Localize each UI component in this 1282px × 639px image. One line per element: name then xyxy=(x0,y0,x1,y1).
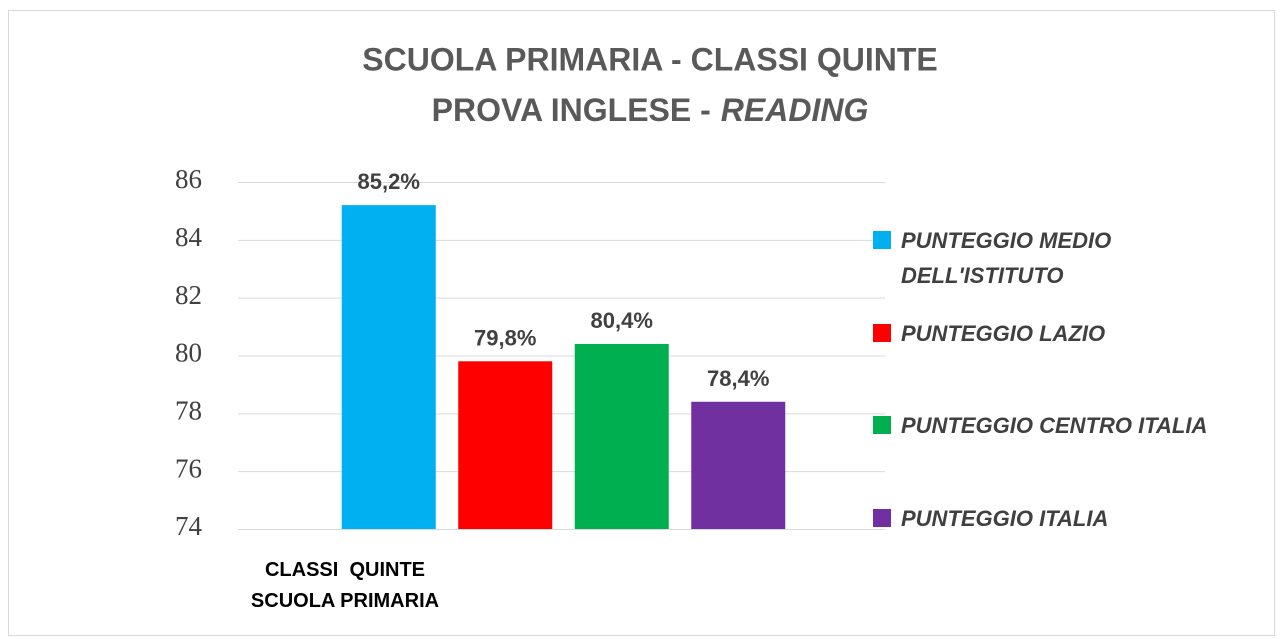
bar xyxy=(458,361,553,529)
bar xyxy=(574,343,669,529)
x-tick-label: CLASSI QUINTE SCUOLA PRIMARIA xyxy=(250,559,440,612)
y-tick-label: 78 xyxy=(175,396,202,426)
legend-item: PUNTEGGIO CENTRO ITALIA xyxy=(873,411,1273,443)
chart-title: SCUOLA PRIMARIA - CLASSI QUINTE xyxy=(362,41,937,77)
legend-swatch xyxy=(873,416,891,434)
chart-subtitle: PROVA INGLESE - READING xyxy=(432,92,869,128)
value-label: 78,4% xyxy=(707,366,769,391)
y-tick-label: 76 xyxy=(175,453,202,483)
legend-label: PUNTEGGIO ITALIA xyxy=(901,505,1109,531)
value-label: 79,8% xyxy=(474,325,536,350)
bar xyxy=(341,205,436,529)
y-tick-label: 80 xyxy=(175,338,202,368)
y-tick-label: 82 xyxy=(175,280,202,310)
subtitle-part: PROVA INGLESE - xyxy=(432,92,711,128)
y-tick-label: 74 xyxy=(175,511,203,541)
legend-item: PUNTEGGIO LAZIO xyxy=(873,319,1273,351)
value-label: 80,4% xyxy=(591,308,653,333)
subtitle-part: READING xyxy=(721,92,869,128)
legend-label: PUNTEGGIO LAZIO xyxy=(901,320,1106,346)
y-tick-label: 86 xyxy=(175,164,202,194)
legend-item: PUNTEGGIO ITALIA xyxy=(873,504,1273,536)
bar xyxy=(691,401,786,529)
legend-label: PUNTEGGIO MEDIO DELL'ISTITUTO xyxy=(901,228,1112,288)
chart-border xyxy=(8,10,1275,636)
legend-label: PUNTEGGIO CENTRO ITALIA xyxy=(901,413,1208,438)
legend-swatch xyxy=(873,323,891,342)
legend-swatch xyxy=(873,231,891,249)
value-label: 85,2% xyxy=(358,169,420,194)
legend-swatch xyxy=(873,508,891,527)
legend-item: PUNTEGGIO MEDIO DELL'ISTITUTO xyxy=(873,226,1273,293)
y-tick-label: 84 xyxy=(175,222,203,252)
